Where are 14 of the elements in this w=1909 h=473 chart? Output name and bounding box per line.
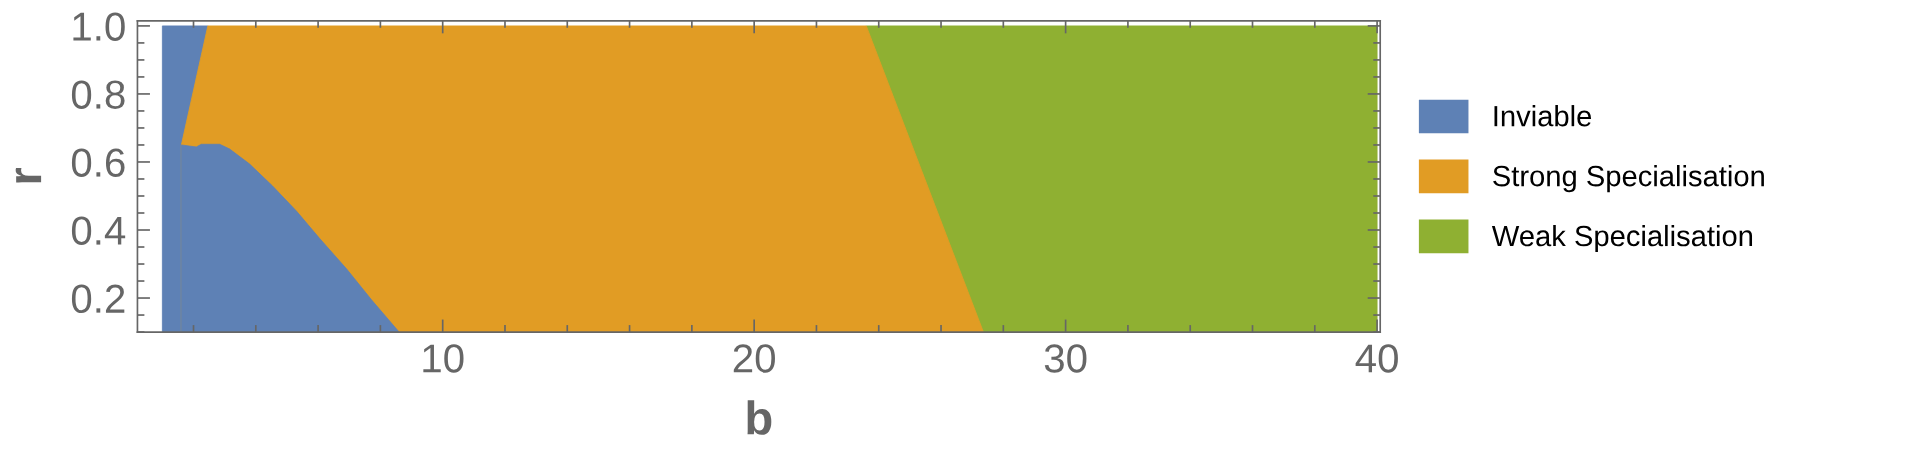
y-tick-label: 1.0 — [73, 12, 125, 41]
x-tick-label: 30 — [1044, 344, 1087, 373]
x-tick-label: 10 — [423, 344, 464, 373]
legend-label: Inviable — [1494, 105, 1592, 127]
legend-label: Weak Specialisation — [1491, 224, 1753, 253]
x-axis-title: b — [747, 400, 772, 435]
y-tick-label: 0.8 — [71, 80, 125, 109]
x-tick-label: 20 — [733, 344, 775, 373]
y-tick-label: 0.2 — [71, 284, 125, 314]
x-tick-label: 40 — [1355, 344, 1398, 373]
legend-label: Strong Specialisation — [1493, 164, 1764, 193]
y-tick-label: 0.6 — [71, 148, 125, 177]
y-tick-label: 0.4 — [71, 216, 126, 245]
y-axis-title: r — [15, 167, 42, 183]
